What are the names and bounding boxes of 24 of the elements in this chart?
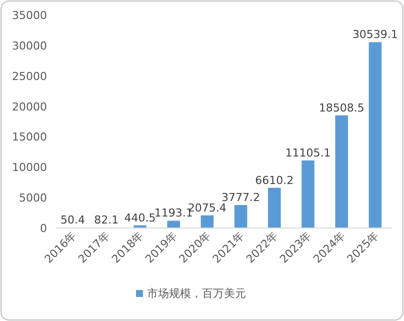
data-label: 6610.2 [255,174,294,187]
y-tick-label: 25000 [12,70,47,83]
y-tick-label: 0 [40,222,47,235]
data-label: 30539.1 [352,28,398,42]
bar [268,188,281,228]
bar [302,160,314,228]
bar [200,215,214,228]
data-label: 50.4 [60,214,86,227]
bar [335,115,348,228]
y-tick-label: 5000 [19,192,47,205]
data-label: 18508.5 [318,101,364,114]
y-tick-label: 30000 [12,39,47,52]
data-label: 440.5 [124,211,156,224]
y-tick-label: 10000 [12,161,47,174]
bar [167,220,180,228]
y-tick-label: 15000 [12,130,47,144]
data-label: 11105.1 [285,146,331,160]
y-tick-label: 20000 [12,100,47,114]
legend-label: 市场规模，百万美元 [147,287,246,300]
y-tick-label: 35000 [12,9,47,22]
data-label: 82.1 [94,214,119,226]
bar [234,205,248,228]
bar [368,42,382,228]
data-label: 3777.2 [222,191,260,204]
